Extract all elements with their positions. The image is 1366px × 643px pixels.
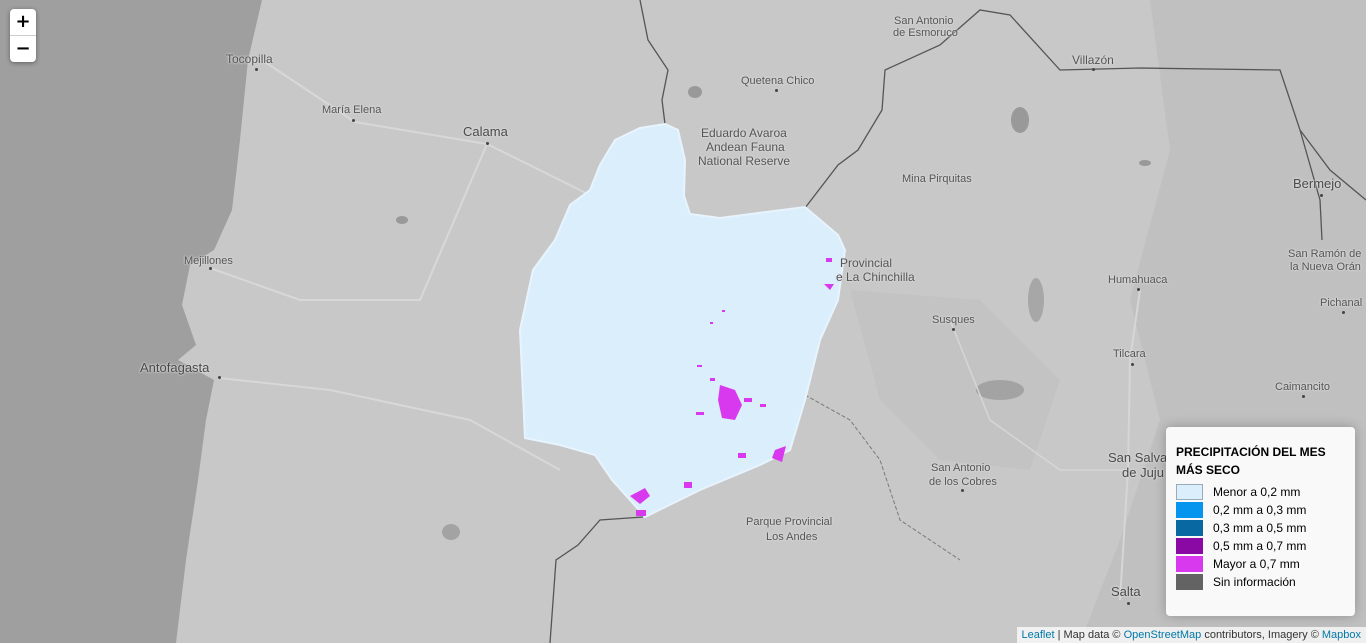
place-tilcara: Tilcara [1113,348,1146,360]
legend-item: Mayor a 0,7 mm [1176,555,1345,573]
place-tocopilla: Tocopilla [226,52,273,66]
place-villazon: Villazón [1072,53,1114,67]
place-san-ramon-1: San Ramón de [1288,248,1362,260]
place-san-antonio-esmoruco-1: San Antonio [894,15,954,27]
legend-item: Menor a 0,2 mm [1176,483,1345,501]
place-bermejo: Bermejo [1293,176,1342,191]
place-salta: Salta [1111,584,1141,599]
place-san-salvador-1: San Salva [1108,450,1168,465]
precipitation-region [518,122,847,519]
border [549,516,644,643]
leaflet-link[interactable]: Leaflet [1021,629,1055,641]
place-dot [775,89,778,92]
road [218,377,561,471]
legend-title: PRECIPITACIÓN DEL MES MÁS SECO [1176,445,1326,477]
place-susques: Susques [932,314,975,326]
place-mina-pirquitas: Mina Pirquitas [902,173,972,185]
osm-link[interactable]: OpenStreetMap [1123,629,1202,641]
place-dot [952,328,955,331]
lake [1139,160,1151,166]
border [804,394,961,561]
road [1119,289,1141,601]
place-humahuaca: Humahuaca [1108,274,1168,286]
legend-item: 0,3 mm a 0,5 mm [1176,519,1345,537]
place-san-antonio-esmoruco-2: de Esmoruco [893,27,958,39]
attribution-text: contributors, Imagery © [1201,629,1322,641]
lake [396,216,408,224]
place-dot [1127,602,1130,605]
legend-swatch [1176,520,1203,536]
place-quetena-chico: Quetena Chico [741,75,815,87]
legend-item: 0,5 mm a 0,7 mm [1176,537,1345,555]
place-avaroa-2: Andean Fauna [706,140,785,154]
place-san-ramon-2: la Nueva Orán [1290,261,1361,273]
legend-label: Menor a 0,2 mm [1213,485,1301,499]
place-dot [1342,311,1345,314]
road [949,319,1128,471]
place-dot [1092,68,1095,71]
mapbox-link[interactable]: Mapbox [1321,629,1361,641]
place-dot [486,142,489,145]
border [1299,129,1323,241]
border [639,0,669,125]
border [804,9,1366,209]
place-dot [255,68,258,71]
legend-label: Sin información [1213,575,1296,589]
legend-swatch [1176,556,1203,572]
place-mejillones: Mejillones [184,255,233,267]
zoom-control: + − [10,9,36,62]
place-dot [1302,395,1305,398]
place-avaroa-3: National Reserve [698,154,791,168]
place-los-andes-1: Parque Provincial [746,516,833,528]
place-san-antonio-cobres-2: de los Cobres [929,476,997,488]
legend-label: 0,2 mm a 0,3 mm [1213,503,1307,517]
place-avaroa-1: Eduardo Avaroa [701,126,787,140]
legend-swatch [1176,538,1203,554]
road [209,143,488,301]
place-los-andes-2: Los Andes [766,531,818,543]
place-dot [218,376,221,379]
place-dot [961,489,964,492]
place-chinchilla-2: e La Chinchilla [836,270,915,284]
place-dot [1131,363,1134,366]
legend-swatch [1176,502,1203,518]
legend-label: 0,5 mm a 0,7 mm [1213,539,1307,553]
legend-item: Sin información [1176,573,1345,591]
precipitation-high-patches [630,258,834,516]
place-dot [209,267,212,270]
legend-label: Mayor a 0,7 mm [1213,557,1300,571]
place-dot [1137,288,1140,291]
place-antofagasta: Antofagasta [140,360,210,375]
attribution: Leaflet | Map data © OpenStreetMap contr… [1016,627,1366,643]
place-caimancito: Caimancito [1275,381,1331,393]
place-pichanal: Pichanal [1320,297,1363,309]
place-maria-elena: María Elena [322,104,382,116]
place-chinchilla-1: Provincial [840,256,893,270]
lake [976,380,1024,400]
zoom-in-button[interactable]: + [15,11,31,32]
ocean [0,0,262,643]
lake [442,524,460,540]
terrain-shade [850,290,1060,470]
road [261,59,601,201]
legend-items: Menor a 0,2 mm 0,2 mm a 0,3 mm 0,3 mm a 0,… [1176,483,1345,591]
place-dot [1320,194,1323,197]
legend-swatch [1176,484,1203,500]
zoom-out-button[interactable]: − [10,35,36,62]
place-calama: Calama [463,124,508,139]
legend: PRECIPITACIÓN DEL MES MÁS SECO Menor a 0… [1166,427,1355,616]
lake [1028,278,1044,322]
place-dot [352,119,355,122]
lake [1011,107,1029,133]
lake [688,86,702,98]
legend-swatch [1176,574,1203,590]
legend-label: 0,3 mm a 0,5 mm [1213,521,1307,535]
place-san-antonio-cobres-1: San Antonio [931,462,991,474]
attribution-text: | Map data © [1054,629,1124,641]
place-san-salvador-2: de Juju [1122,465,1164,480]
legend-item: 0,2 mm a 0,3 mm [1176,501,1345,519]
